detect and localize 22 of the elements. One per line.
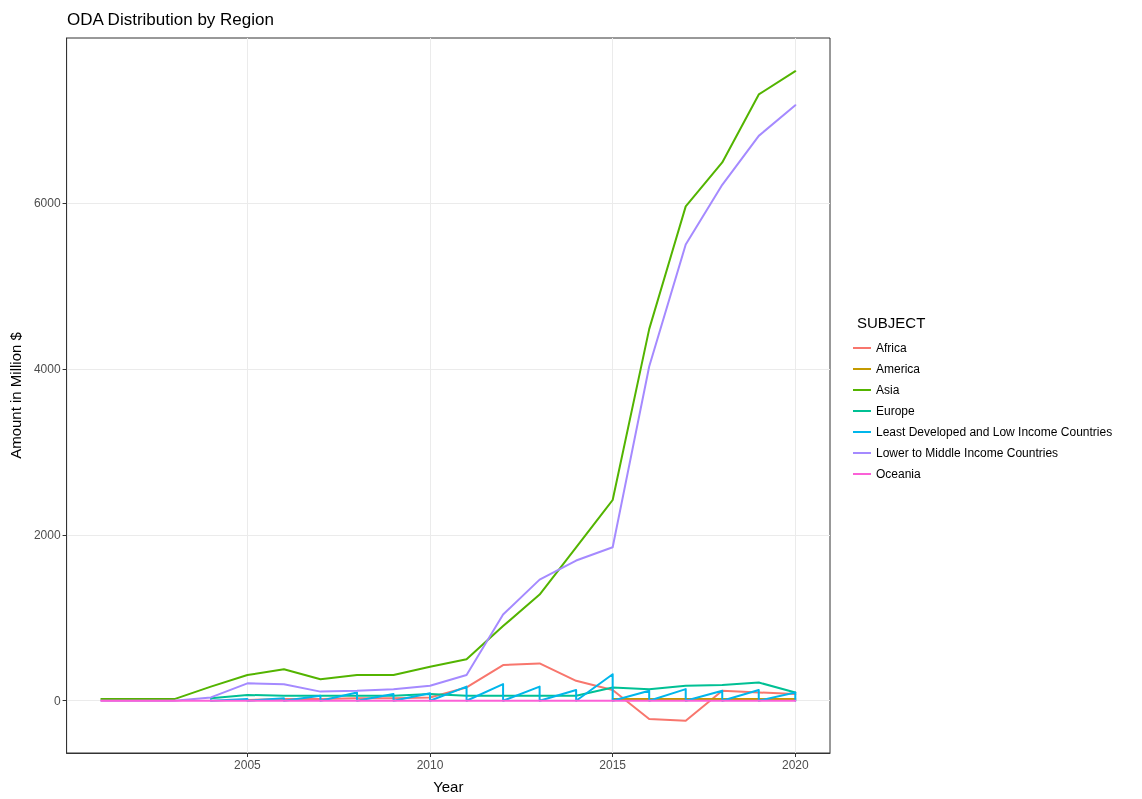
legend-label: Least Developed and Low Income Countries [876, 425, 1113, 439]
legend-label: America [876, 362, 921, 376]
legend-label: Asia [876, 383, 900, 397]
line-series [209, 673, 797, 702]
y-tick-label: 6000 [33, 196, 61, 211]
y-tick-label: 2000 [33, 527, 61, 542]
y-tick-label: 4000 [33, 361, 61, 376]
y-axis-title: Amount in Million $ [7, 331, 24, 459]
chart-title: ODA Distribution by Region [67, 10, 274, 29]
legend-label: Europe [876, 404, 916, 418]
legend-title: SUBJECT [857, 314, 926, 331]
line-series [209, 681, 797, 700]
line-series [246, 662, 797, 722]
x-tick-label: 2020 [781, 758, 809, 772]
legend-label: Lower to Middle Income Countries [876, 446, 1059, 460]
legend-label: Oceania [876, 467, 922, 481]
legend-label: Africa [876, 341, 907, 355]
x-tick-label: 2010 [416, 758, 444, 772]
x-tick-label: 2005 [234, 758, 262, 772]
x-tick-label: 2015 [599, 758, 627, 772]
x-axis-title: Year [433, 778, 464, 795]
y-tick-label: 0 [53, 693, 61, 708]
